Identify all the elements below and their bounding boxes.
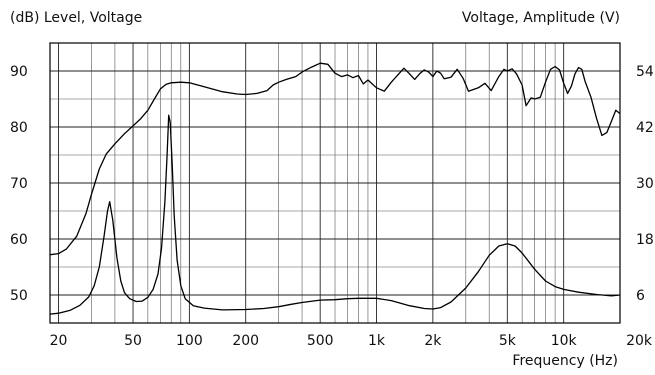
right-axis-label: Voltage, Amplitude (V)	[462, 10, 620, 26]
right-tick-label: 54	[636, 64, 654, 80]
x-tick-label: 10k	[551, 333, 578, 349]
left-tick-label: 80	[10, 120, 28, 136]
left-tick-label: 50	[10, 288, 28, 304]
curves	[49, 62, 621, 315]
x-axis-label: Frequency (Hz)	[512, 353, 618, 369]
left-tick-label: 70	[10, 176, 28, 192]
x-tick-label: 1k	[368, 333, 386, 349]
left-tick-label: 60	[10, 232, 28, 248]
grid	[50, 43, 621, 323]
x-tick-label: 20k	[626, 333, 653, 349]
left-tick-label: 90	[10, 64, 28, 80]
level-curve	[49, 62, 621, 256]
x-tick-label: 500	[307, 333, 334, 349]
x-tick-label: 2k	[424, 333, 442, 349]
x-tick-label: 20	[50, 333, 68, 349]
x-tick-labels: 20 50 100 200 500 1k 2k 5k 10k 20k	[50, 333, 653, 349]
right-tick-label: 18	[636, 232, 654, 248]
right-tick-labels: 54 42 30 18 6	[636, 64, 654, 304]
x-tick-label: 200	[232, 333, 259, 349]
x-tick-label: 100	[176, 333, 203, 349]
left-tick-labels: 90 80 70 60 50	[10, 64, 28, 304]
right-tick-label: 30	[636, 176, 654, 192]
plot-frame	[49, 42, 621, 324]
x-tick-label: 5k	[499, 333, 517, 349]
right-tick-label: 42	[636, 120, 654, 136]
left-axis-label: (dB) Level, Voltage	[10, 10, 142, 26]
right-tick-label: 6	[636, 288, 645, 304]
x-tick-label: 50	[124, 333, 142, 349]
voltage-amplitude-curve	[49, 114, 621, 315]
